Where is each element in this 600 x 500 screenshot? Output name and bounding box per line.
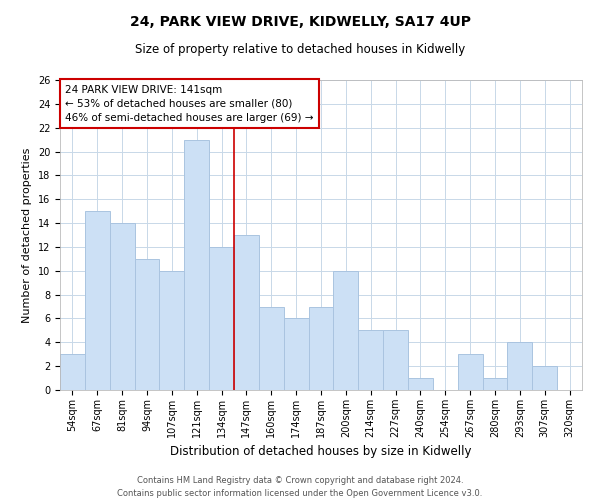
Bar xyxy=(482,378,508,390)
X-axis label: Distribution of detached houses by size in Kidwelly: Distribution of detached houses by size … xyxy=(170,446,472,458)
Bar xyxy=(184,140,209,390)
Bar xyxy=(284,318,308,390)
Bar xyxy=(532,366,557,390)
Bar xyxy=(458,354,482,390)
Bar xyxy=(85,211,110,390)
Bar xyxy=(308,306,334,390)
Text: 24, PARK VIEW DRIVE, KIDWELLY, SA17 4UP: 24, PARK VIEW DRIVE, KIDWELLY, SA17 4UP xyxy=(130,15,470,29)
Bar xyxy=(358,330,383,390)
Text: Size of property relative to detached houses in Kidwelly: Size of property relative to detached ho… xyxy=(135,42,465,56)
Bar xyxy=(334,271,358,390)
Bar xyxy=(209,247,234,390)
Text: 24 PARK VIEW DRIVE: 141sqm
← 53% of detached houses are smaller (80)
46% of semi: 24 PARK VIEW DRIVE: 141sqm ← 53% of deta… xyxy=(65,84,314,122)
Bar xyxy=(160,271,184,390)
Bar xyxy=(259,306,284,390)
Bar xyxy=(408,378,433,390)
Bar xyxy=(508,342,532,390)
Bar xyxy=(383,330,408,390)
Y-axis label: Number of detached properties: Number of detached properties xyxy=(22,148,32,322)
Bar xyxy=(234,235,259,390)
Bar xyxy=(134,259,160,390)
Bar xyxy=(60,354,85,390)
Bar xyxy=(110,223,134,390)
Text: Contains HM Land Registry data © Crown copyright and database right 2024.
Contai: Contains HM Land Registry data © Crown c… xyxy=(118,476,482,498)
